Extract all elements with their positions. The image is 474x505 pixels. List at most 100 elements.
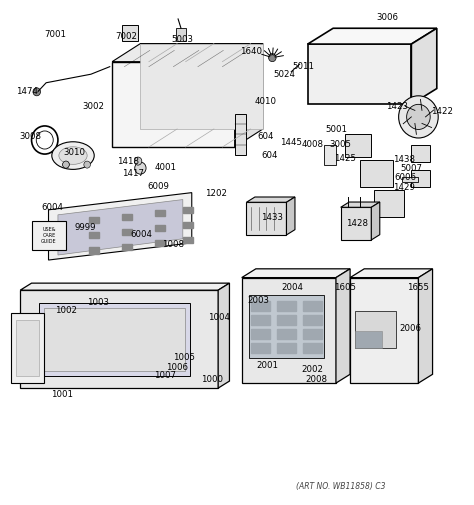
Text: 1202: 1202 [205, 189, 227, 198]
Bar [44, 308, 185, 371]
Text: 5003: 5003 [172, 34, 194, 43]
Polygon shape [218, 283, 229, 388]
Bar [303, 300, 322, 311]
Bar [32, 221, 66, 250]
Bar [251, 329, 270, 339]
Text: 6009: 6009 [147, 182, 169, 191]
Text: GUIDE: GUIDE [41, 239, 57, 244]
Circle shape [63, 161, 69, 168]
Bar [89, 232, 99, 238]
Polygon shape [235, 43, 263, 147]
Polygon shape [286, 197, 295, 235]
Text: 4001: 4001 [155, 163, 176, 172]
Bar [89, 217, 99, 223]
Text: 1429: 1429 [393, 183, 415, 192]
Polygon shape [48, 192, 192, 260]
Text: 3006: 3006 [377, 13, 399, 22]
Bar [303, 329, 322, 339]
Polygon shape [246, 197, 295, 203]
Polygon shape [242, 278, 336, 383]
Text: 3008: 3008 [19, 132, 42, 141]
Text: 1640: 1640 [240, 47, 262, 56]
Text: 7002: 7002 [115, 32, 137, 41]
Bar [121, 229, 132, 235]
Circle shape [407, 105, 430, 129]
Text: 1655: 1655 [408, 283, 429, 292]
Circle shape [63, 161, 69, 168]
Text: 5024: 5024 [273, 70, 295, 79]
Polygon shape [308, 28, 437, 44]
Ellipse shape [59, 147, 87, 164]
Polygon shape [242, 269, 350, 278]
Polygon shape [58, 199, 183, 255]
Text: 1417: 1417 [122, 169, 144, 178]
Bar [183, 222, 193, 228]
Polygon shape [140, 43, 263, 129]
Text: 5001: 5001 [325, 125, 347, 134]
Bar [374, 190, 404, 217]
Bar [303, 343, 322, 353]
Text: 1422: 1422 [431, 108, 453, 116]
Polygon shape [350, 278, 419, 383]
Text: 604: 604 [262, 151, 278, 160]
Text: 2002: 2002 [301, 365, 323, 374]
Text: 9999: 9999 [74, 223, 96, 232]
Circle shape [269, 54, 276, 62]
Bar [11, 313, 44, 383]
Bar [155, 225, 165, 231]
Text: 6006: 6006 [395, 173, 417, 182]
Bar [39, 302, 190, 376]
Polygon shape [350, 269, 433, 278]
Circle shape [33, 88, 40, 96]
Polygon shape [419, 269, 433, 383]
Polygon shape [336, 269, 350, 383]
Circle shape [134, 157, 142, 165]
Polygon shape [341, 207, 371, 240]
Polygon shape [112, 43, 263, 62]
Polygon shape [235, 115, 246, 155]
Text: 1000: 1000 [201, 375, 224, 384]
Bar [346, 134, 371, 157]
Text: 1007: 1007 [155, 371, 176, 380]
Polygon shape [371, 202, 380, 240]
Text: 2006: 2006 [400, 324, 421, 333]
Text: 7001: 7001 [45, 29, 66, 38]
Bar [251, 315, 270, 325]
Bar [183, 237, 193, 243]
Text: 1003: 1003 [87, 298, 109, 307]
Bar [277, 343, 296, 353]
Text: 1004: 1004 [208, 313, 230, 322]
Bar [249, 295, 324, 358]
Text: 2004: 2004 [281, 283, 303, 292]
Text: 3010: 3010 [64, 147, 85, 157]
Text: 1418: 1418 [117, 157, 139, 166]
Bar [355, 311, 396, 348]
Text: 3002: 3002 [82, 103, 104, 112]
Bar [16, 320, 39, 376]
Ellipse shape [52, 142, 94, 169]
Polygon shape [246, 203, 286, 235]
Bar [324, 144, 336, 165]
Text: 3005: 3005 [330, 140, 352, 149]
Polygon shape [402, 177, 419, 182]
Circle shape [399, 96, 438, 138]
Text: 1425: 1425 [334, 154, 356, 163]
Polygon shape [20, 290, 218, 388]
Bar [277, 315, 296, 325]
Text: (ART NO. WB11858) C3: (ART NO. WB11858) C3 [296, 482, 385, 490]
Bar [277, 329, 296, 339]
Polygon shape [20, 283, 229, 290]
Text: 1006: 1006 [166, 363, 188, 372]
Bar [155, 210, 165, 216]
Text: 1002: 1002 [55, 306, 77, 315]
Bar [411, 170, 430, 187]
Text: 1445: 1445 [280, 137, 302, 146]
Text: 6004: 6004 [131, 230, 153, 239]
Text: 1423: 1423 [386, 103, 408, 112]
Bar [183, 207, 193, 213]
Text: CARE: CARE [42, 233, 55, 238]
Bar [277, 300, 296, 311]
Text: 2008: 2008 [305, 375, 327, 384]
Bar [121, 214, 132, 220]
Text: 604: 604 [257, 132, 273, 141]
